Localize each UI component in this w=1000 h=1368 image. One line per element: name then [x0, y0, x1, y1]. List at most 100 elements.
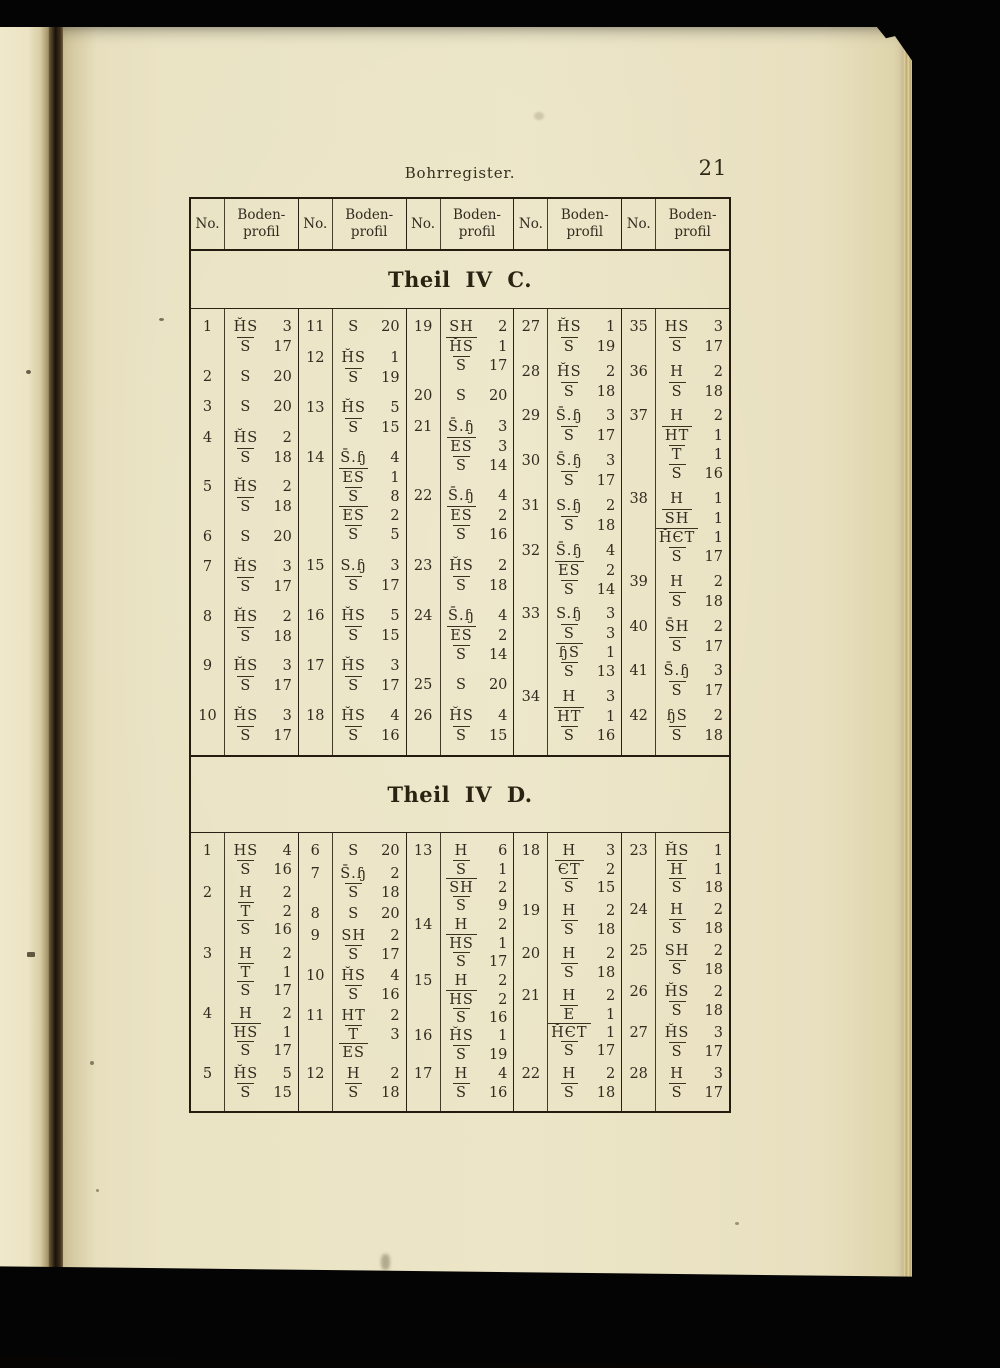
profil-label: S — [332, 625, 376, 646]
profil-layer-code: ES — [447, 437, 476, 457]
profil-layer-value: 2 — [390, 1008, 400, 1025]
profil-layer-code: S — [453, 951, 470, 971]
profil-layer-value: 2 — [390, 865, 400, 882]
profil-layer-code: S — [240, 399, 252, 416]
profil-label: S — [440, 356, 484, 376]
profil-row: H̆S 2 — [440, 557, 514, 576]
scanned-book-photo: { "page": { "running_title": "Bohrregist… — [0, 24, 913, 1311]
profil-layer-code: H̆S — [446, 337, 477, 357]
profil-layer-code: S — [348, 905, 360, 922]
profil-row: H̆S 1 — [440, 337, 514, 356]
profil-row: S 17 — [224, 980, 298, 999]
profil-layer-value: 18 — [273, 628, 292, 645]
entry-number: 24 — [413, 607, 433, 624]
profil-layer-value: 3 — [605, 626, 616, 643]
profil-layer-value: 3 — [605, 408, 616, 425]
profil-layer-code: S — [560, 878, 578, 897]
profil-label: T — [224, 902, 268, 921]
boring-entry: 10 H̆S 4 S 16 — [299, 967, 406, 1003]
profil-label: S — [655, 1001, 699, 1020]
entry-number: 16 — [413, 1028, 433, 1045]
profil-layer-code: S — [345, 418, 363, 438]
boring-entry: 36 H 2 S 18 — [622, 363, 729, 401]
profil-layer-value: 18 — [596, 383, 616, 400]
profil-layer-code: T — [237, 902, 255, 921]
profil-row: H̆S 3 — [224, 558, 298, 577]
scan-speck — [96, 1189, 99, 1192]
boring-entry: 13 H 6 S 1 SH 2 S 9 — [407, 842, 514, 914]
profil-row: S 17 — [655, 1042, 729, 1060]
boring-entry: 32 S̄.ɧ 4 ES 2 S 14 — [514, 542, 621, 599]
profil-label: S — [332, 487, 376, 507]
profil-row: S̄.ɧ 2 — [332, 865, 406, 883]
profil-layer-value: 5 — [282, 1066, 292, 1082]
profil-row: H̆ЄT 1 — [547, 1022, 621, 1041]
profil-label: H̆S — [440, 337, 484, 357]
scan-speck — [159, 318, 164, 321]
profil-layer-code: H — [562, 987, 577, 1004]
profil-rows: H 2 S 18 — [547, 1065, 621, 1101]
entry-number: 26 — [413, 707, 433, 724]
profil-layer-value: 1 — [498, 935, 508, 952]
profil-layer-value: 17 — [381, 947, 400, 964]
header-no-cell: No. — [299, 199, 333, 249]
profil-layer-code: S — [453, 860, 470, 879]
profil-layer-code: S — [345, 882, 363, 902]
profil-layer-code: S — [237, 1083, 255, 1102]
profil-rows: S̄.ɧ 3 S 17 — [547, 407, 621, 445]
profil-label: S — [440, 387, 484, 406]
profil-label: H — [655, 1065, 699, 1083]
profil-layer-value: 2 — [713, 573, 723, 590]
profil-layer-code: S — [453, 725, 470, 746]
profil-layer-code: S̄.ɧ — [448, 607, 475, 624]
profil-label: H̆S — [224, 707, 268, 726]
boring-entry: 27 H̆S 3 S 17 — [622, 1024, 729, 1060]
profil-row: S.ɧ 3 — [332, 557, 406, 576]
profil-label: S.ɧ — [547, 497, 591, 516]
profil-row: S 17 — [224, 1040, 298, 1059]
profil-layer-value: 2 — [605, 363, 616, 380]
profil-row: HS 3 — [655, 318, 729, 337]
profil-layer-value: 3 — [713, 1025, 723, 1041]
profil-layer-value: 18 — [596, 517, 616, 534]
boring-entry: 39 H 2 S 18 — [622, 573, 729, 611]
boring-entry: 21 S̄.ɧ 3 ES 3 S 14 — [407, 418, 514, 475]
profil-rows: H̆S 4 S 16 — [332, 967, 406, 1003]
profil-row: S 17 — [332, 675, 406, 695]
profil-row: SH 2 — [440, 878, 514, 896]
profil-row: S 20 — [224, 398, 298, 417]
profil-layer-value: 2 — [605, 945, 616, 962]
profil-layer-code: S — [453, 525, 470, 545]
profil-layer-code: H̆ЄT — [655, 528, 699, 548]
profil-rows: H 2 T 2 S 16 — [224, 884, 298, 938]
profil-layer-value: 16 — [488, 1009, 508, 1026]
profil-label: S — [224, 528, 268, 547]
profil-layer-value: 2 — [713, 902, 723, 918]
profil-row: S 18 — [547, 381, 621, 401]
profil-rows: H 2 HT 1 T 1 S 16 — [655, 407, 729, 483]
section-title: Theil IV C. — [387, 267, 533, 292]
profil-label: S — [547, 920, 591, 939]
profil-label: S — [547, 471, 591, 491]
boring-entry: 8 H̆S 2 S 18 — [191, 608, 298, 646]
profil-label: H — [332, 1065, 376, 1083]
profil-label: S — [332, 725, 376, 746]
profil-label: H̆S — [547, 318, 591, 337]
profil-layer-code: SH — [341, 928, 366, 945]
header-profil-line1: Boden- — [453, 207, 501, 223]
profil-layer-code: SH — [661, 509, 693, 529]
entry-number: 5 — [202, 479, 213, 496]
profil-layer-value: 16 — [273, 922, 292, 939]
profil-label: S̄.ɧ — [332, 865, 376, 883]
profil-rows: H 2 S 18 — [655, 363, 729, 401]
profil-layer-code: S — [668, 636, 686, 657]
profil-layer-code: S — [345, 368, 363, 388]
profil-row: S̄.ɧ 3 — [440, 418, 514, 437]
boring-entry: 15 H 2 HS 2 S 16 — [407, 972, 514, 1026]
boring-entry: 6 S 20 — [191, 528, 298, 547]
profil-layer-value: 3 — [713, 663, 723, 680]
